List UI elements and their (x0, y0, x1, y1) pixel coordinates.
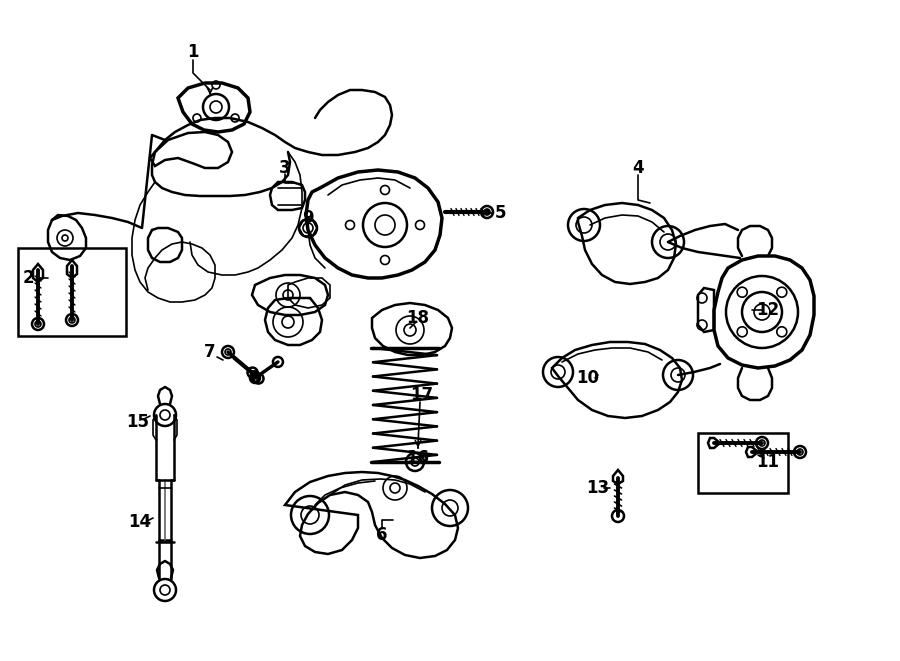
Text: 7: 7 (204, 343, 216, 361)
Text: 17: 17 (410, 386, 434, 404)
Text: 10: 10 (577, 369, 599, 387)
Bar (18, 248, 126, 336)
Text: 16: 16 (407, 449, 429, 467)
Text: 5: 5 (494, 204, 506, 222)
Circle shape (485, 210, 489, 214)
Text: 3: 3 (279, 159, 291, 177)
Text: 14: 14 (129, 513, 151, 531)
Text: 2: 2 (22, 269, 34, 287)
Text: 6: 6 (376, 526, 388, 544)
Text: 1: 1 (187, 43, 199, 61)
Text: 13: 13 (587, 479, 609, 497)
Text: 8: 8 (249, 369, 261, 387)
Text: 15: 15 (127, 413, 149, 431)
Text: 9: 9 (302, 209, 314, 227)
Bar (698, 433, 788, 493)
Text: 4: 4 (632, 159, 644, 177)
Text: 12: 12 (756, 301, 779, 319)
Text: 11: 11 (757, 453, 779, 471)
Text: 18: 18 (407, 309, 429, 327)
